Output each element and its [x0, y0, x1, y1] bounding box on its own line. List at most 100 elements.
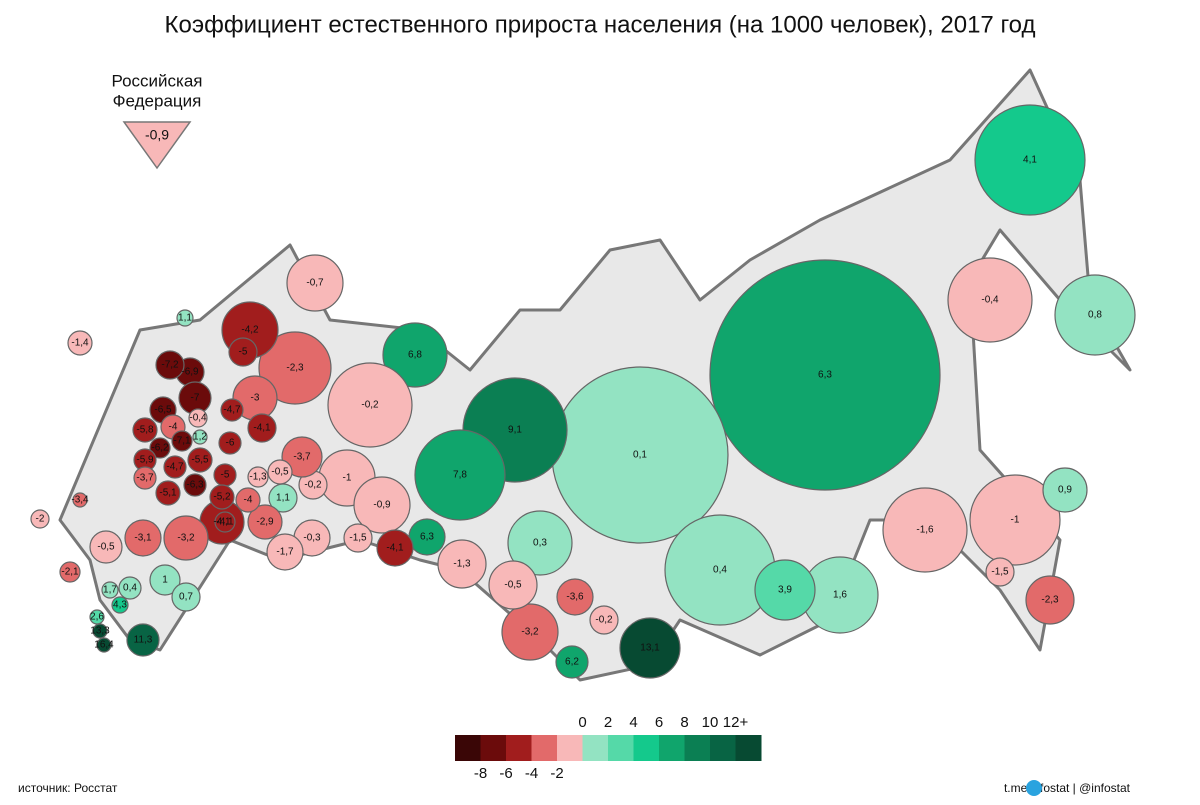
- region: [1054, 274, 1136, 356]
- region: [754, 559, 816, 621]
- region-label: -6,5: [154, 405, 172, 416]
- region-label: -3: [251, 393, 260, 404]
- legend-tick-label: 12+: [723, 714, 749, 731]
- region-label: 9,1: [508, 425, 522, 436]
- region: [228, 337, 258, 367]
- region: [281, 436, 323, 478]
- region-label: -0,2: [361, 400, 379, 411]
- legend-swatch: [684, 735, 711, 761]
- region: [188, 408, 208, 428]
- region: [214, 511, 236, 533]
- region-label: -4,7: [166, 462, 184, 473]
- region-label: -4,2: [241, 325, 259, 336]
- region: [132, 417, 158, 443]
- region-label: -5,9: [136, 455, 154, 466]
- region: [176, 309, 194, 327]
- region-label: -1,3: [249, 472, 267, 483]
- region-label: 13,3: [90, 626, 110, 637]
- region-label: -3,4: [71, 495, 89, 506]
- legend-tick-label: -8: [474, 765, 487, 782]
- region-label: -3,1: [134, 533, 152, 544]
- region-label: -3,7: [136, 473, 154, 484]
- region-label: -1,4: [71, 338, 89, 349]
- region: [947, 257, 1033, 343]
- region-label: 1,1: [178, 313, 192, 324]
- region-label: -0,7: [306, 278, 324, 289]
- region: [882, 487, 968, 573]
- region-label: -4,1: [216, 517, 234, 528]
- region: [187, 447, 213, 473]
- legend-swatch: [633, 735, 660, 761]
- region-label: -2,3: [286, 363, 304, 374]
- region: [589, 605, 619, 635]
- region: [353, 476, 411, 534]
- region: [235, 487, 261, 513]
- region: [709, 259, 941, 491]
- region: [171, 430, 193, 452]
- region-label: 0,4: [713, 565, 727, 576]
- region-label: -6: [226, 438, 235, 449]
- region: [501, 603, 559, 661]
- region-label: 0,8: [1088, 310, 1102, 321]
- region-label: -3,2: [177, 533, 195, 544]
- region: [59, 561, 81, 583]
- region: [247, 466, 269, 488]
- region-label: -4: [244, 495, 253, 506]
- region-label: -1,3: [453, 559, 471, 570]
- region-label: -2: [36, 514, 45, 525]
- region: [286, 254, 344, 312]
- region-label: -5,8: [136, 425, 154, 436]
- region-label: 1,2: [193, 432, 207, 443]
- region: [1042, 467, 1088, 513]
- region-label: 0,3: [533, 538, 547, 549]
- legend-swatch: [557, 735, 583, 761]
- legend-swatch: [455, 735, 481, 761]
- region-label: 4,1: [1023, 155, 1037, 166]
- region-label: -4,1: [213, 517, 231, 528]
- region: [163, 455, 187, 479]
- region-label: -0,5: [97, 542, 115, 553]
- region: [258, 331, 332, 405]
- region-label: -4,1: [386, 543, 404, 554]
- region: [163, 515, 209, 561]
- region-label: 16,4: [94, 640, 114, 651]
- region-label: 11,3: [134, 635, 153, 646]
- region: [414, 429, 506, 521]
- region: [89, 530, 123, 564]
- region-label: -0,5: [271, 467, 289, 478]
- region-label: -3,6: [566, 592, 584, 603]
- region-label: 0,9: [1058, 485, 1072, 496]
- region-label: -2,9: [256, 517, 274, 528]
- summary-name: Федерация: [113, 91, 202, 110]
- region: [507, 510, 573, 576]
- region-label: 6,3: [420, 532, 434, 543]
- region: [92, 623, 108, 639]
- region-label: -1: [343, 473, 352, 484]
- region: [382, 322, 448, 388]
- legend-tick-label: 2: [604, 714, 612, 731]
- region: [556, 578, 594, 616]
- region-label: -0,4: [981, 295, 999, 306]
- region-label: 13,1: [640, 643, 660, 654]
- region: [376, 529, 414, 567]
- region-label: 1,1: [276, 493, 290, 504]
- legend-swatch: [735, 735, 762, 761]
- region-label: 6,3: [818, 370, 832, 381]
- summary-label: -0,9: [145, 127, 169, 143]
- legend-tick-label: 6: [655, 714, 663, 731]
- region-label: -3,2: [521, 627, 539, 638]
- legend-swatch: [608, 735, 634, 761]
- region-label: -2,1: [61, 567, 79, 578]
- legend-swatch: [531, 735, 558, 761]
- legend-tick-label: 10: [702, 714, 719, 731]
- region: [488, 560, 538, 610]
- region-label: 1: [162, 575, 168, 586]
- region-label: 0,7: [179, 592, 193, 603]
- region-label: -6,3: [186, 480, 204, 491]
- region: [192, 429, 208, 445]
- credit: t.me/infostat | @infostat: [1004, 781, 1131, 795]
- region-label: -4,1: [253, 423, 271, 434]
- region-label: -5: [221, 470, 230, 481]
- region-label: 0,4: [123, 583, 137, 594]
